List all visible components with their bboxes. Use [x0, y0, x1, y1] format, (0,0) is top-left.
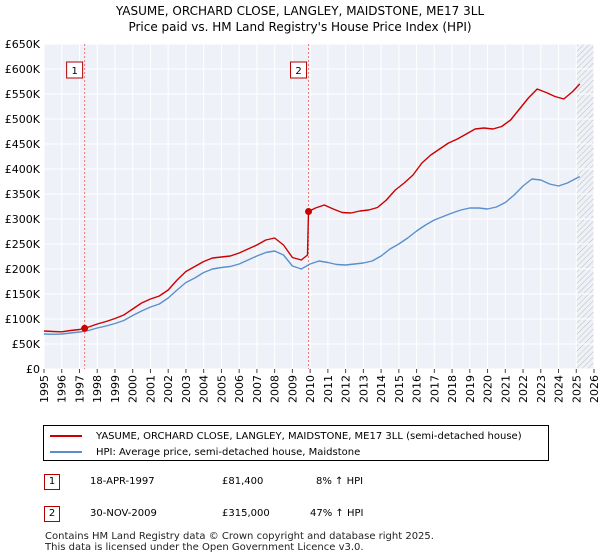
y-tick-label: £0 [26, 363, 40, 376]
y-tick-label: £400K [5, 163, 41, 176]
x-tick-label: 1997 [73, 375, 86, 403]
legend-label-hpi: HPI: Average price, semi-detached house,… [96, 446, 361, 458]
x-tick-label: 2023 [535, 375, 548, 403]
x-tick-label: 2022 [517, 375, 530, 403]
sale-point [305, 208, 313, 215]
legend-item-property: YASUME, ORCHARD CLOSE, LANGLEY, MAIDSTON… [50, 429, 522, 443]
y-tick-label: £500K [5, 113, 41, 126]
y-tick-label: £450K [5, 138, 41, 151]
x-tick-label: 2013 [357, 375, 370, 403]
x-tick-label: 2010 [304, 375, 317, 403]
x-tick-label: 2000 [127, 375, 140, 403]
x-tick-label: 2018 [446, 375, 459, 403]
y-tick-label: £150K [5, 288, 41, 301]
x-tick-label: 2012 [340, 375, 353, 403]
chart-title: YASUME, ORCHARD CLOSE, LANGLEY, MAIDSTON… [0, 3, 600, 35]
x-tick-label: 2026 [588, 375, 600, 403]
y-tick-label: £350K [5, 188, 41, 201]
title-line-2: Price paid vs. HM Land Registry's House … [128, 20, 472, 34]
x-tick-label: 1996 [56, 375, 69, 403]
legend-item-hpi: HPI: Average price, semi-detached house,… [50, 445, 360, 459]
x-tick-label: 2006 [233, 375, 246, 403]
legend-swatch-hpi [50, 451, 82, 453]
x-tick-label: 2008 [269, 375, 282, 403]
sale-date: 18-APR-1997 [90, 476, 155, 487]
legend-swatch-property [50, 435, 82, 437]
x-tick-label: 2004 [198, 375, 211, 403]
series-lines [43, 83, 581, 335]
x-tick-label: 1999 [109, 375, 122, 403]
legend: YASUME, ORCHARD CLOSE, LANGLEY, MAIDSTON… [43, 425, 549, 461]
series-line-property [43, 83, 581, 333]
x-tick-label: 2007 [251, 375, 264, 403]
title-line-1: YASUME, ORCHARD CLOSE, LANGLEY, MAIDSTON… [115, 4, 485, 18]
footer: Contains HM Land Registry data © Crown c… [45, 531, 434, 553]
x-tick-label: 2017 [428, 375, 441, 403]
sale-date: 30-NOV-2009 [90, 508, 157, 519]
marker-badge: 2 [44, 506, 60, 522]
marker-label-box [66, 61, 84, 79]
y-tick-label: £100K [5, 313, 41, 326]
y-tick-label: £300K [5, 213, 41, 226]
x-tick-label: 2003 [180, 375, 193, 403]
marker-label: 2 [295, 66, 301, 77]
x-tick-label: 2009 [286, 375, 299, 403]
table-row: 1 18-APR-1997 £81,400 8% ↑ HPI [40, 474, 580, 492]
x-tick-label: 2015 [393, 375, 406, 403]
x-tick-label: 2001 [144, 375, 157, 403]
marker-badge: 1 [44, 474, 60, 490]
hpi-change: 47% ↑ HPI [310, 508, 364, 519]
y-tick-label: £250K [5, 238, 41, 251]
series-line-hpi [43, 175, 581, 335]
marker-label: 1 [71, 66, 77, 77]
hpi-change: 8% ↑ HPI [316, 476, 364, 487]
footer-copyright: Contains HM Land Registry data © Crown c… [45, 531, 434, 542]
footer-licence: This data is licensed under the Open Gov… [45, 542, 364, 553]
x-tick-label: 2020 [482, 375, 495, 403]
x-tick-label: 2021 [499, 375, 512, 403]
x-tick-label: 2002 [162, 375, 175, 403]
sale-price: £315,000 [222, 508, 270, 519]
grid-lines [43, 43, 595, 370]
y-axis-ticks: £0 £50K £100K £150K £200K £250K £300K £350K £400… [5, 38, 41, 376]
x-tick-label: 2014 [375, 375, 388, 403]
forecast-hatch [576, 44, 594, 369]
y-tick-label: £600K [5, 63, 41, 76]
x-axis-ticks: 1995 1996 1997 1998 1999 2000 2001 2002 2003 2004… [38, 369, 600, 403]
x-tick-label: 1998 [91, 375, 104, 403]
marker-label-box [290, 61, 308, 79]
x-tick-label: 2016 [411, 375, 424, 403]
y-tick-label: £200K [5, 263, 41, 276]
y-tick-label: £50K [12, 338, 41, 351]
x-tick-label: 2019 [464, 375, 477, 403]
y-tick-label: £650K [5, 38, 41, 51]
table-row: 2 30-NOV-2009 £315,000 47% ↑ HPI [40, 506, 580, 524]
x-tick-label: 2011 [322, 375, 335, 403]
y-tick-label: £550K [5, 88, 41, 101]
legend-label-property: YASUME, ORCHARD CLOSE, LANGLEY, MAIDSTON… [96, 430, 522, 442]
x-tick-label: 2024 [553, 375, 566, 403]
x-tick-label: 1995 [38, 375, 51, 403]
sale-point [81, 324, 89, 332]
x-tick-label: 2025 [570, 375, 583, 403]
sale-price: £81,400 [222, 476, 264, 487]
x-tick-label: 2005 [215, 375, 228, 403]
